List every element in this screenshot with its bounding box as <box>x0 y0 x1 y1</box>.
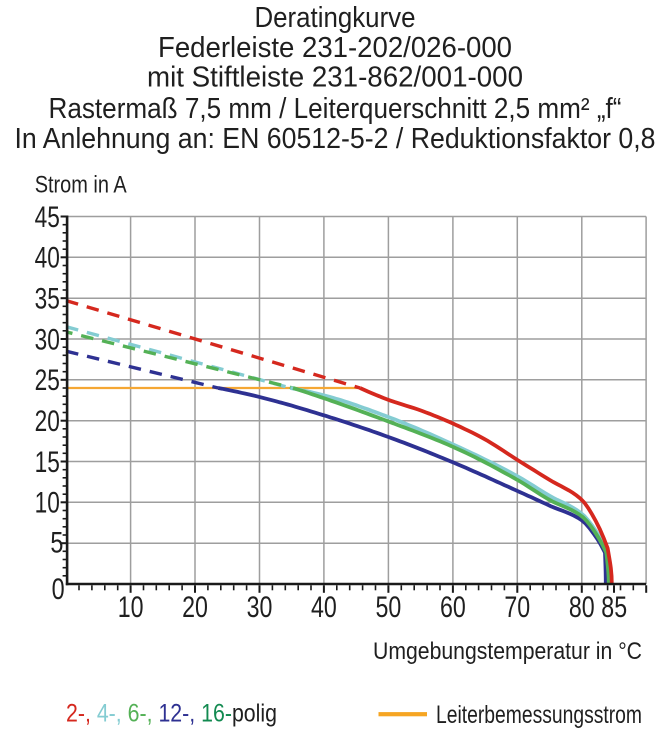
svg-text:80: 80 <box>569 591 595 624</box>
svg-text:15: 15 <box>35 446 60 479</box>
svg-text:60: 60 <box>440 591 466 624</box>
svg-text:20: 20 <box>35 405 60 438</box>
svg-text:25: 25 <box>35 364 60 397</box>
svg-text:5: 5 <box>50 526 63 559</box>
svg-text:10: 10 <box>35 487 60 520</box>
svg-text:Federleiste 231-202/026-000: Federleiste 231-202/026-000 <box>158 32 512 64</box>
svg-text:85: 85 <box>601 591 627 624</box>
svg-text:In Anlehnung an: EN 60512-5-2: In Anlehnung an: EN 60512-5-2 / Reduktio… <box>15 123 656 155</box>
svg-text:mit Stiftleiste 231-862/001-00: mit Stiftleiste 231-862/001-000 <box>147 61 523 93</box>
svg-text:40: 40 <box>311 591 337 624</box>
svg-text:50: 50 <box>376 591 402 624</box>
svg-text:35: 35 <box>35 283 60 316</box>
svg-text:30: 30 <box>35 323 60 356</box>
svg-text:2-, 4-, 6-, 12-, 16-polig: 2-, 4-, 6-, 12-, 16-polig <box>66 700 277 728</box>
svg-text:Umgebungstemperatur in °C: Umgebungstemperatur in °C <box>373 638 642 665</box>
svg-text:10: 10 <box>118 591 144 624</box>
svg-text:Leiterbemessungsstrom: Leiterbemessungsstrom <box>436 701 642 729</box>
svg-text:20: 20 <box>182 591 208 624</box>
svg-text:Strom in A: Strom in A <box>35 172 127 199</box>
svg-text:70: 70 <box>504 591 530 624</box>
svg-text:45: 45 <box>35 201 60 234</box>
svg-text:Deratingkurve: Deratingkurve <box>255 2 416 34</box>
svg-text:40: 40 <box>35 242 60 275</box>
svg-text:Rastermaß 7,5 mm / Leiterquers: Rastermaß 7,5 mm / Leiterquerschnitt 2,5… <box>49 93 622 125</box>
svg-text:0: 0 <box>52 572 65 605</box>
svg-text:30: 30 <box>247 591 273 624</box>
